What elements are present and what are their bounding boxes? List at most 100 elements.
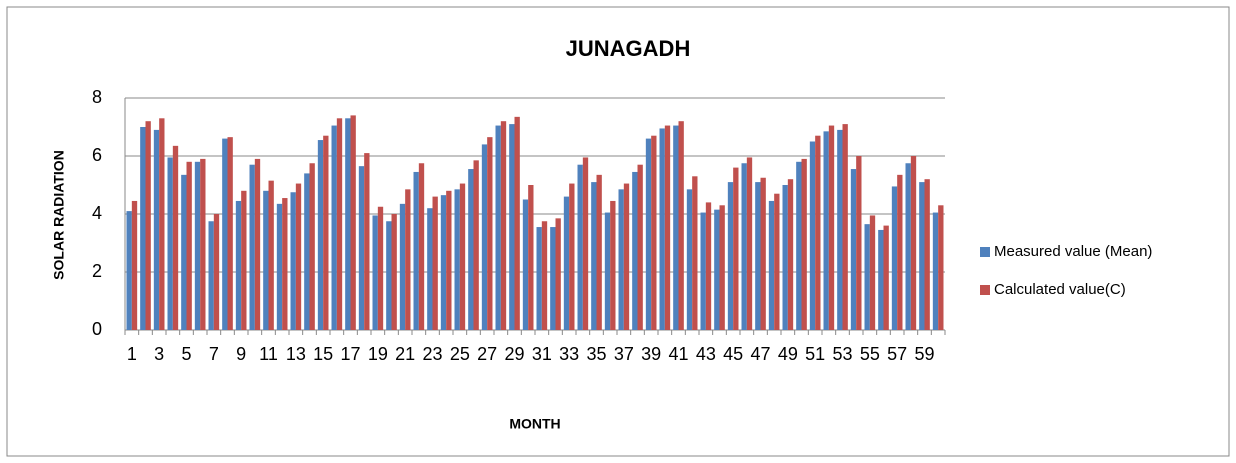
x-tick-label: 15: [313, 344, 333, 364]
bar: [809, 141, 816, 330]
bar: [637, 164, 643, 330]
bar: [345, 118, 351, 330]
bar: [249, 164, 255, 330]
x-tick-label: 43: [696, 344, 716, 364]
x-tick-label: 23: [422, 344, 442, 364]
bar: [536, 227, 542, 330]
bar: [883, 225, 889, 330]
bar: [823, 131, 829, 330]
x-tick-label: 59: [914, 344, 934, 364]
bar: [440, 195, 447, 330]
bar: [364, 153, 370, 330]
bar: [336, 118, 343, 330]
bar: [910, 156, 917, 330]
bar: [582, 157, 589, 330]
bar: [692, 176, 698, 330]
x-tick-label: 5: [181, 344, 191, 364]
bar: [604, 212, 611, 330]
bar: [719, 205, 725, 330]
bar: [569, 183, 575, 330]
bar: [140, 127, 146, 330]
bar: [618, 189, 624, 330]
x-tick-label: 21: [395, 344, 415, 364]
bar: [167, 157, 173, 330]
bar: [418, 163, 425, 330]
x-tick-label: 27: [477, 344, 497, 364]
bar: [919, 182, 925, 330]
bar: [591, 182, 597, 330]
bar: [673, 125, 679, 330]
bar: [194, 161, 201, 330]
bar: [563, 196, 570, 330]
bar: [446, 190, 452, 330]
bar: [869, 215, 876, 330]
y-tick-label: 4: [92, 203, 102, 223]
bar: [290, 192, 296, 330]
bar: [405, 189, 411, 330]
bar: [186, 161, 192, 330]
bar: [897, 174, 903, 330]
bar: [282, 198, 288, 330]
bar: [391, 214, 397, 330]
x-tick-label: 25: [450, 344, 470, 364]
bar: [686, 189, 693, 330]
bar: [705, 202, 712, 330]
bar: [241, 190, 247, 330]
bar: [700, 212, 706, 330]
bar: [323, 135, 329, 330]
bar: [755, 182, 761, 330]
x-tick-label: 47: [750, 344, 770, 364]
bar: [768, 200, 775, 330]
bar: [481, 144, 488, 330]
bar: [610, 200, 616, 330]
bar: [632, 171, 638, 330]
y-tick-label: 8: [92, 87, 102, 107]
bar: [714, 209, 720, 330]
x-tick-label: 3: [154, 344, 164, 364]
bar: [801, 158, 807, 330]
y-tick-label: 0: [92, 319, 102, 339]
bar: [760, 177, 766, 330]
bar: [842, 124, 848, 330]
bar: [509, 124, 515, 330]
x-tick-label: 11: [259, 344, 278, 364]
bar: [741, 163, 747, 330]
bar: [659, 128, 665, 330]
bar: [541, 221, 548, 330]
bar: [664, 125, 671, 330]
legend-swatch: [980, 285, 990, 295]
x-tick-label: 57: [887, 344, 907, 364]
bar: [200, 158, 206, 330]
bar: [131, 200, 138, 330]
bar: [331, 125, 337, 330]
x-tick-label: 19: [368, 344, 388, 364]
x-tick-label: 9: [236, 344, 246, 364]
bar: [596, 174, 602, 330]
x-tick-label: 17: [340, 344, 360, 364]
legend-label: Measured value (Mean): [994, 243, 1152, 260]
x-axis-title: MONTH: [509, 416, 560, 432]
bar: [522, 199, 529, 330]
bar: [500, 121, 507, 330]
bar: [468, 169, 474, 330]
bar: [727, 182, 734, 330]
bar: [317, 140, 324, 330]
y-tick-label: 6: [92, 145, 102, 165]
bar: [774, 193, 780, 330]
bar: [227, 137, 233, 330]
x-tick-label: 29: [504, 344, 524, 364]
bar: [459, 183, 466, 330]
bar: [514, 116, 520, 330]
bar: [932, 212, 939, 330]
bar: [304, 173, 310, 330]
bar: [159, 118, 165, 330]
bar: [145, 121, 151, 330]
x-tick-label: 51: [805, 344, 825, 364]
bar: [528, 185, 534, 330]
bar: [222, 138, 228, 330]
bar: [454, 189, 460, 330]
x-tick-label: 45: [723, 344, 743, 364]
bar: [350, 115, 356, 331]
bar: [828, 125, 835, 330]
bar: [550, 227, 556, 330]
